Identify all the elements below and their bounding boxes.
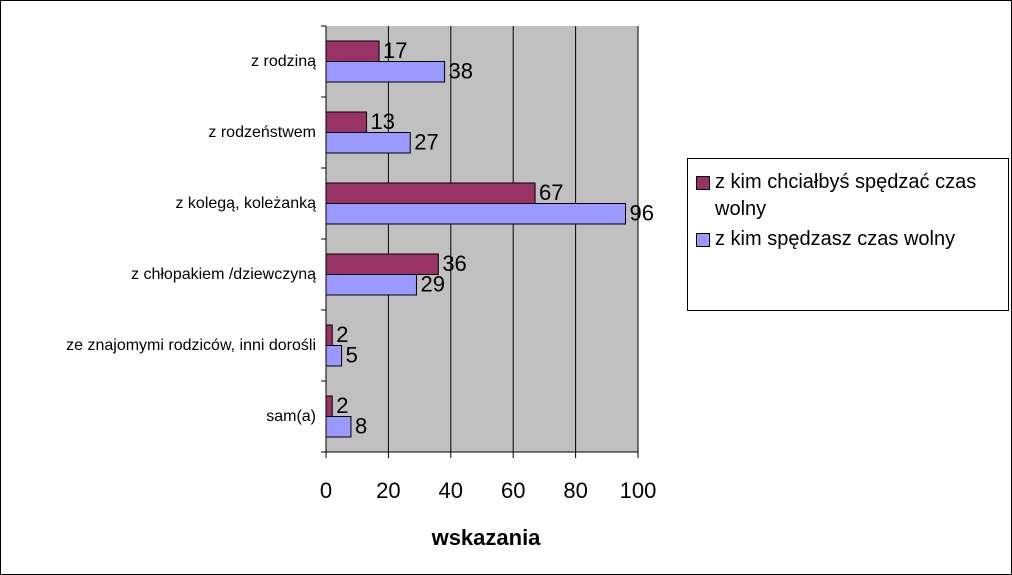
- y-tick-label: sam(a): [11, 381, 316, 452]
- data-label: 2: [336, 393, 348, 418]
- bar: [325, 416, 352, 438]
- data-label: 27: [414, 130, 438, 155]
- data-label: 13: [371, 109, 395, 134]
- legend-label: z kim spędzasz czas wolny: [715, 228, 956, 250]
- y-tick-label: ze znajomymi rodziców, inni dorośli: [11, 310, 316, 381]
- x-tick-label: 80: [563, 478, 587, 503]
- data-label: 38: [449, 59, 473, 84]
- y-tick-label-text: z rodzeństwem: [208, 123, 316, 141]
- x-axis-label: wskazania: [431, 525, 542, 550]
- y-tick-label-text: sam(a): [266, 407, 316, 425]
- data-label: 36: [442, 251, 466, 276]
- legend-label: z kim chciałbyś spędzać czas wolny: [715, 171, 977, 220]
- legend-marker: [696, 233, 710, 247]
- legend: z kim chciałbyś spędzać czas wolny z kim …: [687, 158, 1009, 311]
- y-tick-label-text: ze znajomymi rodziców, inni dorośli: [66, 336, 316, 354]
- y-tick-label: z kolegą, koleżanką: [11, 168, 316, 239]
- x-tick-label: 40: [439, 478, 463, 503]
- y-tick-label-text: z rodziną: [251, 52, 316, 70]
- bar: [325, 395, 333, 417]
- data-label: 2: [336, 322, 348, 347]
- data-label: 67: [539, 180, 563, 205]
- y-tick-label: z rodziną: [11, 26, 316, 97]
- x-tick-label: 20: [376, 478, 400, 503]
- legend-entry: z kim chciałbyś spędzać czas wolny: [696, 169, 1000, 223]
- y-tick-label: z chłopakiem /dziewczyną: [11, 239, 316, 310]
- legend-marker: [696, 176, 710, 190]
- data-label: 29: [420, 272, 444, 297]
- bar: [325, 40, 380, 62]
- legend-entry: z kim spędzasz czas wolny: [696, 226, 1000, 253]
- x-tick-label: 100: [620, 478, 657, 503]
- data-label: 17: [383, 38, 407, 63]
- bar: [325, 182, 536, 204]
- x-tick-label: 0: [320, 478, 332, 503]
- bar: [325, 324, 333, 346]
- x-tick-label: 60: [501, 478, 525, 503]
- bar: [325, 203, 627, 225]
- bar: [325, 345, 343, 367]
- y-tick-label-text: z kolegą, koleżanką: [175, 194, 316, 212]
- data-label: 8: [355, 414, 367, 439]
- bar: [325, 274, 417, 296]
- plot-area: [326, 26, 638, 452]
- y-tick-label-text: z chłopakiem /dziewczyną: [131, 265, 316, 283]
- data-label: 96: [630, 201, 654, 226]
- bar: [325, 132, 411, 154]
- data-label: 5: [346, 343, 358, 368]
- y-tick-label: z rodzeństwem: [11, 97, 316, 168]
- bar: [325, 61, 446, 83]
- bar: [325, 111, 368, 133]
